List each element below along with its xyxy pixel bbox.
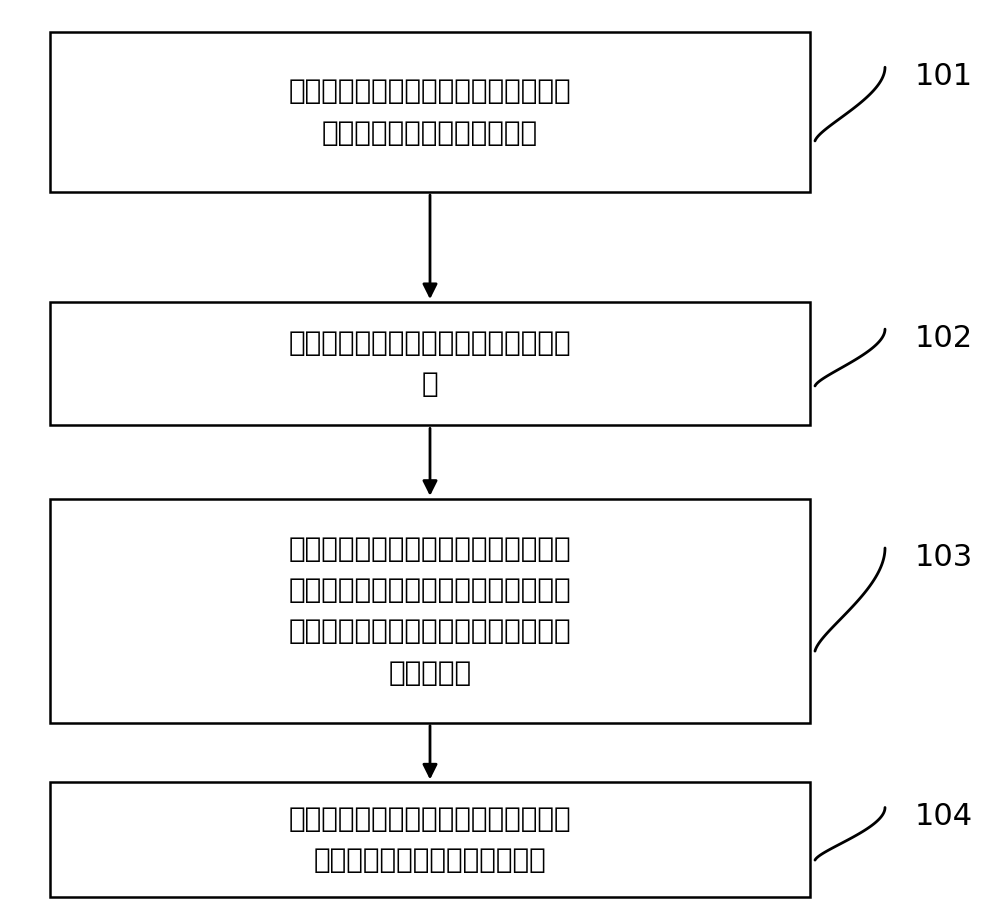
Bar — [50, 782, 810, 897]
Text: 根据所述网络划分界限以及所述至少两
个无线节点分别对应的位置信息，从所
述至少两个无线节点中确定至少一个内
部无线节点: 根据所述网络划分界限以及所述至少两 个无线节点分别对应的位置信息，从所 述至少两… — [289, 535, 571, 686]
Text: 预先确定无线传感器网络中的至少两个
无线节点分别对应的位置信息: 预先确定无线传感器网络中的至少两个 无线节点分别对应的位置信息 — [289, 78, 571, 146]
Text: 104: 104 — [915, 802, 973, 831]
Text: 103: 103 — [915, 543, 973, 572]
Bar — [50, 499, 810, 723]
Text: 从所述至少一个内部无线节点中，选择
所述无线传感器网络的簇首节点: 从所述至少一个内部无线节点中，选择 所述无线传感器网络的簇首节点 — [289, 805, 571, 874]
Text: 101: 101 — [915, 62, 973, 91]
Text: 确定所述无线传感器网络的网络划分界
限: 确定所述无线传感器网络的网络划分界 限 — [289, 329, 571, 398]
Text: 102: 102 — [915, 324, 973, 353]
Bar — [50, 32, 810, 192]
Bar — [50, 302, 810, 425]
